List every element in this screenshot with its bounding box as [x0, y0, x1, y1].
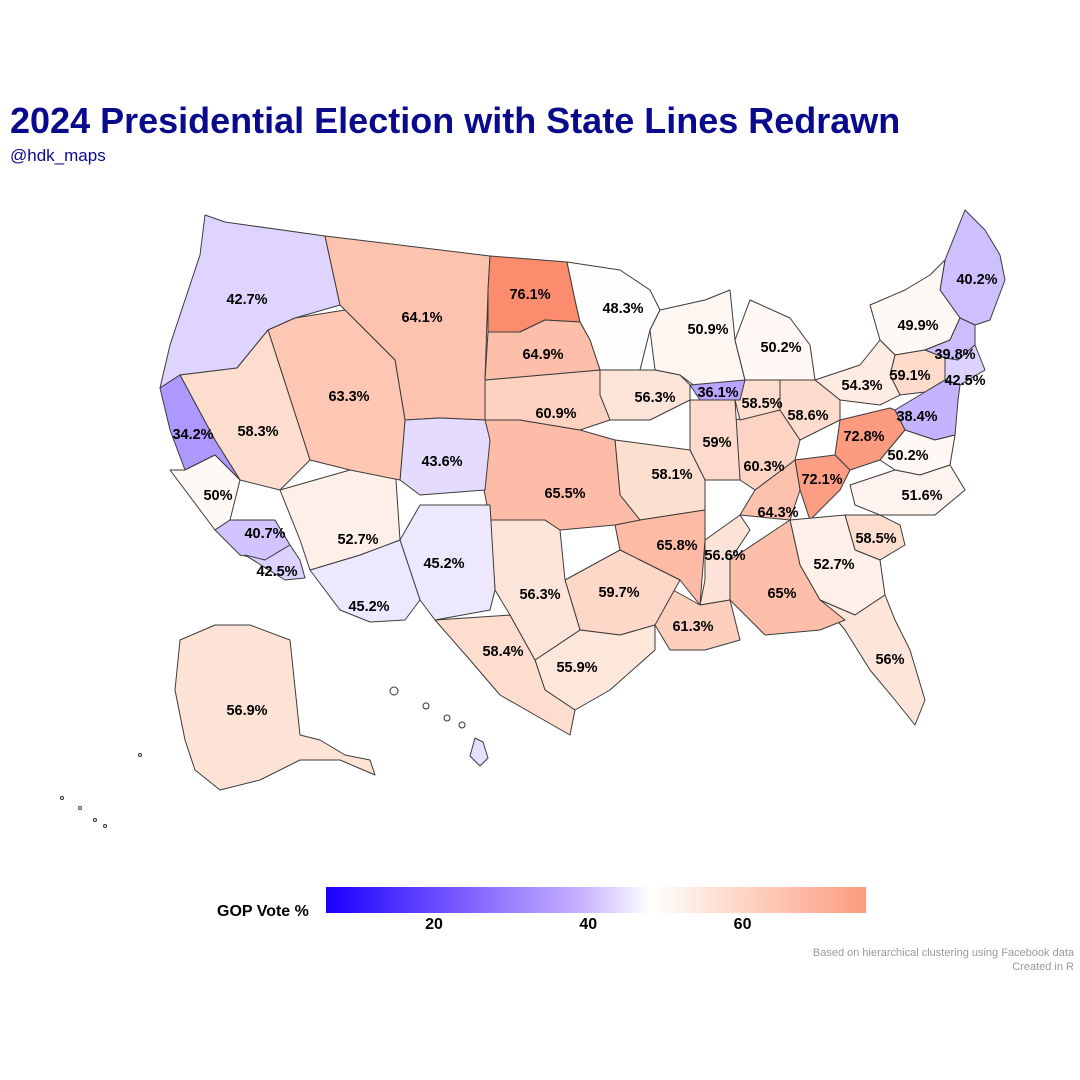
region-label-15: 50.2% — [887, 448, 928, 464]
region-label-19: 56% — [875, 652, 904, 668]
region-label-0: 42.7% — [226, 292, 267, 308]
region-37 — [484, 369, 611, 431]
region-label-3: 48.3% — [602, 301, 643, 317]
caption-line-2: Created in R — [1012, 961, 1074, 973]
region-50 — [469, 737, 489, 767]
region-label-29: 58.1% — [651, 467, 692, 483]
region-label-34: 58.4% — [482, 644, 523, 660]
region-label-49: 56.9% — [226, 703, 267, 719]
region-16 — [849, 464, 966, 516]
region-label-18: 52.7% — [813, 557, 854, 573]
legend-tick-0 — [434, 913, 435, 918]
region-label-45: 34.2% — [172, 427, 213, 443]
region-label-2: 76.1% — [509, 287, 550, 303]
region-label-27: 36.1% — [697, 385, 738, 401]
region-48 — [244, 544, 306, 581]
region-label-47: 40.7% — [244, 526, 285, 542]
island-markers — [60, 686, 466, 828]
region-43 — [267, 309, 406, 481]
region-label-42: 52.7% — [337, 532, 378, 548]
region-label-7: 49.9% — [897, 318, 938, 334]
map-title: 2024 Presidential Election with State Li… — [10, 100, 901, 141]
legend-tick-1 — [588, 913, 590, 918]
legend-color-bar — [326, 887, 866, 913]
region-label-32: 59.7% — [598, 585, 639, 601]
region-27 — [689, 379, 746, 401]
region-label-1: 64.1% — [401, 310, 442, 326]
region-label-20: 65% — [767, 586, 796, 602]
legend-title: GOP Vote % — [217, 903, 309, 920]
region-label-35: 56.3% — [519, 587, 560, 603]
region-label-5: 50.2% — [760, 340, 801, 356]
region-label-23: 60.3% — [743, 459, 784, 475]
region-label-46: 50% — [203, 488, 232, 504]
region-label-26: 59% — [702, 435, 731, 451]
region-11 — [814, 339, 901, 406]
region-label-43: 63.3% — [328, 389, 369, 405]
region-label-31: 61.3% — [672, 619, 713, 635]
region-label-9: 42.5% — [944, 373, 985, 389]
region-label-8: 39.8% — [934, 347, 975, 363]
region-label-41: 45.2% — [348, 599, 389, 615]
map-subtitle: @hdk_maps — [10, 146, 106, 165]
region-label-24: 58.6% — [787, 408, 828, 424]
region-19 — [819, 594, 926, 726]
region-39 — [399, 417, 491, 496]
region-label-16: 51.6% — [901, 488, 942, 504]
region-31 — [654, 579, 741, 651]
region-49 — [174, 624, 376, 791]
region-20 — [729, 519, 846, 636]
legend-tick-label-1: 40 — [579, 916, 598, 933]
region-label-36: 65.5% — [544, 486, 585, 502]
region-label-13: 72.8% — [843, 429, 884, 445]
region-36 — [479, 419, 641, 531]
region-label-40: 45.2% — [423, 556, 464, 572]
region-label-4: 50.9% — [687, 322, 728, 338]
region-label-30: 65.8% — [656, 538, 697, 554]
region-label-12: 38.4% — [896, 409, 937, 425]
caption: Based on hierarchical clustering using F… — [813, 946, 1074, 974]
region-label-48: 42.5% — [256, 564, 297, 580]
region-label-10: 59.1% — [889, 368, 930, 384]
region-38 — [484, 319, 601, 381]
region-label-25: 58.5% — [741, 396, 782, 412]
region-label-44: 58.3% — [237, 424, 278, 440]
region-label-17: 58.5% — [855, 531, 896, 547]
region-label-22: 64.3% — [757, 505, 798, 521]
legend-tick-label-0: 20 — [425, 916, 443, 933]
region-label-6: 40.2% — [956, 272, 997, 288]
region-label-38: 64.9% — [522, 347, 563, 363]
region-label-37: 60.9% — [535, 406, 576, 422]
region-label-11: 54.3% — [841, 378, 882, 394]
caption-line-1: Based on hierarchical clustering using F… — [812, 947, 1074, 959]
legend-tick-label-2: 60 — [733, 916, 752, 933]
region-label-21: 56.6% — [704, 548, 745, 564]
region-label-39: 43.6% — [421, 454, 462, 470]
region-label-14: 72.1% — [801, 472, 842, 488]
region-label-28: 56.3% — [634, 390, 675, 406]
region-label-33: 55.9% — [556, 660, 597, 676]
region-21 — [699, 514, 751, 606]
legend-tick-2 — [742, 913, 744, 918]
